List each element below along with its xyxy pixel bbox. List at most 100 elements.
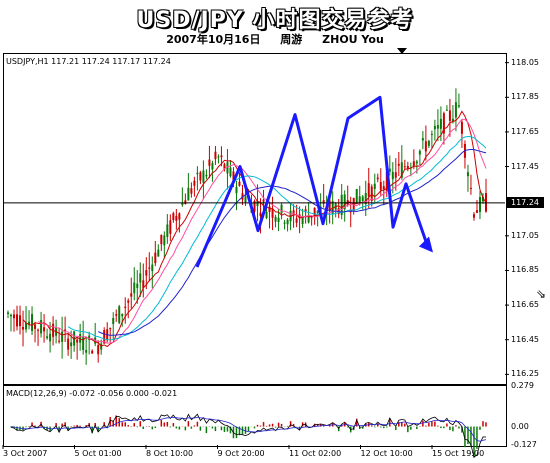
candle-body bbox=[232, 171, 235, 183]
candle-body bbox=[481, 196, 484, 202]
candle-body bbox=[190, 188, 193, 194]
candle-body bbox=[244, 196, 247, 203]
y-tick-label: 117.85 bbox=[511, 92, 539, 102]
candle-body bbox=[127, 300, 130, 303]
current-price-badge: 117.24 bbox=[506, 197, 544, 208]
candle-body bbox=[13, 314, 16, 319]
candle-body bbox=[388, 168, 391, 172]
candle-body bbox=[415, 161, 418, 164]
moving-average-medium bbox=[37, 118, 487, 344]
candle-body bbox=[181, 202, 184, 205]
candle-body bbox=[460, 121, 463, 134]
moving-average-fast bbox=[22, 110, 487, 348]
candle-body bbox=[448, 110, 451, 121]
candle-body bbox=[46, 336, 49, 339]
candle-body bbox=[166, 224, 169, 237]
candle-body bbox=[112, 318, 115, 324]
candle-body bbox=[373, 183, 376, 189]
candle-body bbox=[145, 270, 148, 276]
candle-body bbox=[49, 333, 52, 342]
candle-body bbox=[22, 326, 25, 330]
candle-body bbox=[10, 314, 13, 317]
candle-body bbox=[457, 105, 460, 107]
candle-body bbox=[19, 315, 22, 327]
candle-body bbox=[118, 306, 121, 323]
candle-body bbox=[136, 283, 139, 288]
candle-body bbox=[142, 280, 145, 288]
macd-label: MACD(12,26,9) -0.072 -0.056 0.000 -0.021 bbox=[6, 389, 178, 398]
candle-body bbox=[262, 199, 265, 202]
y-tick-label: 116.45 bbox=[511, 334, 539, 344]
report-date: 2007年10月16日 bbox=[166, 33, 261, 46]
candle-body bbox=[163, 235, 166, 246]
candle-body bbox=[403, 166, 406, 168]
candle-body bbox=[421, 138, 424, 141]
candle-body bbox=[274, 216, 277, 222]
candle-body bbox=[214, 151, 217, 160]
candle-body bbox=[175, 215, 178, 221]
chart-subtitle: 2007年10月16日 周游 ZHOU You bbox=[0, 31, 550, 47]
candle-body bbox=[316, 210, 319, 213]
candle-body bbox=[58, 340, 61, 342]
candle-body bbox=[61, 331, 64, 342]
x-tick-label: 5 Oct 01:00 bbox=[74, 449, 122, 458]
candle-body bbox=[40, 320, 43, 334]
candle-body bbox=[154, 252, 157, 264]
candle-body bbox=[304, 209, 307, 212]
candle-body bbox=[364, 192, 367, 205]
y-tick-label: 117.05 bbox=[511, 230, 539, 240]
candle-body bbox=[202, 170, 205, 183]
candle-body bbox=[451, 118, 454, 122]
candle-body bbox=[436, 124, 439, 129]
candle-body bbox=[322, 200, 325, 204]
candle-body bbox=[160, 234, 163, 245]
candle-body bbox=[193, 180, 196, 186]
candle-body bbox=[238, 181, 241, 186]
candle-body bbox=[292, 210, 295, 215]
candle-body bbox=[85, 350, 88, 353]
y-tick-label: 116.85 bbox=[511, 265, 539, 275]
candle-body bbox=[478, 197, 481, 213]
candle-body bbox=[76, 339, 79, 343]
candle-body bbox=[37, 329, 40, 331]
candle-body bbox=[88, 335, 91, 341]
candle-body bbox=[196, 172, 199, 175]
candle-body bbox=[151, 264, 154, 272]
candle-body bbox=[199, 172, 202, 181]
candle-body bbox=[229, 167, 232, 177]
candle-body bbox=[400, 162, 403, 178]
candle-body bbox=[295, 218, 298, 223]
candle-body bbox=[307, 215, 310, 223]
candle-body bbox=[286, 219, 289, 225]
candle-body bbox=[139, 273, 142, 283]
candle-body bbox=[469, 187, 472, 189]
candle-body bbox=[220, 155, 223, 158]
candle-body bbox=[124, 306, 127, 308]
macd-y-tick-label: -0.127 bbox=[511, 440, 537, 449]
candle-body bbox=[358, 196, 361, 204]
candle-body bbox=[430, 133, 433, 135]
candle-body bbox=[157, 249, 160, 257]
candle-body bbox=[466, 172, 469, 177]
moving-average-slow bbox=[67, 135, 487, 341]
x-tick-label: 11 Oct 02:00 bbox=[289, 449, 342, 458]
candle-body bbox=[97, 345, 100, 355]
x-tick-label: 12 Oct 10:00 bbox=[360, 449, 413, 458]
candle-body bbox=[331, 201, 334, 215]
cursor-icon: ⇘ bbox=[536, 287, 547, 301]
candle-body bbox=[16, 314, 19, 327]
candle-body bbox=[70, 342, 73, 347]
macd-panel[interactable] bbox=[3, 385, 507, 447]
candle-body bbox=[223, 164, 226, 169]
candle-body bbox=[424, 141, 427, 152]
candle-body bbox=[445, 109, 448, 111]
chart-title: USD/JPY 小时图交易参考 bbox=[136, 8, 414, 33]
candle-body bbox=[205, 174, 208, 177]
candle-body bbox=[82, 336, 85, 351]
candle-body bbox=[211, 163, 214, 170]
candle-body bbox=[130, 293, 133, 297]
candle-body bbox=[31, 314, 34, 331]
candle-body bbox=[148, 267, 151, 269]
x-tick-label: 9 Oct 20:00 bbox=[217, 449, 265, 458]
x-tick-label: 3 Oct 2007 bbox=[3, 449, 48, 458]
